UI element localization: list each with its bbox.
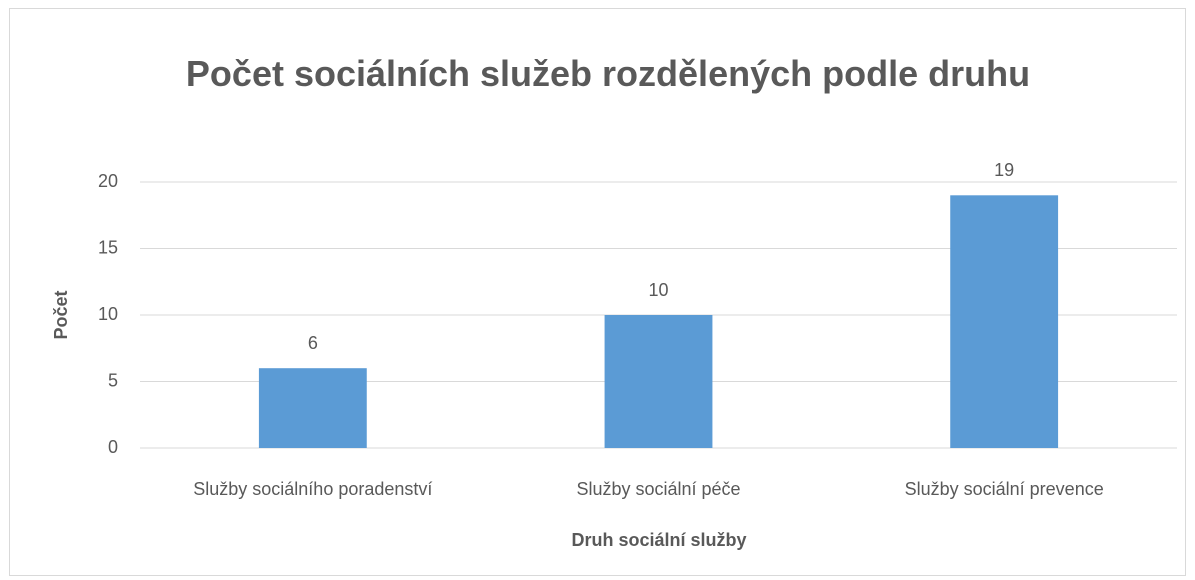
data-label: 19 <box>994 160 1014 180</box>
chart-title: Počet sociálních služeb rozdělených podl… <box>185 53 1031 94</box>
y-axis-label: Počet <box>51 290 71 339</box>
x-axis-label: Druh sociální služby <box>571 530 746 550</box>
data-label: 6 <box>308 333 318 353</box>
y-tick-label: 5 <box>108 370 118 390</box>
y-tick-label: 20 <box>98 171 118 191</box>
x-tick-label: Služby sociální prevence <box>905 479 1104 499</box>
x-tick-label: Služby sociálního poradenství <box>193 479 432 499</box>
y-tick-label: 15 <box>98 237 118 257</box>
chart-frame <box>9 8 1186 576</box>
bar <box>604 315 713 448</box>
y-tick-label: 0 <box>108 437 118 457</box>
data-label: 10 <box>648 280 668 300</box>
y-tick-label: 10 <box>98 304 118 324</box>
bar <box>258 368 367 448</box>
bar <box>950 195 1059 448</box>
x-tick-label: Služby sociální péče <box>576 479 740 499</box>
